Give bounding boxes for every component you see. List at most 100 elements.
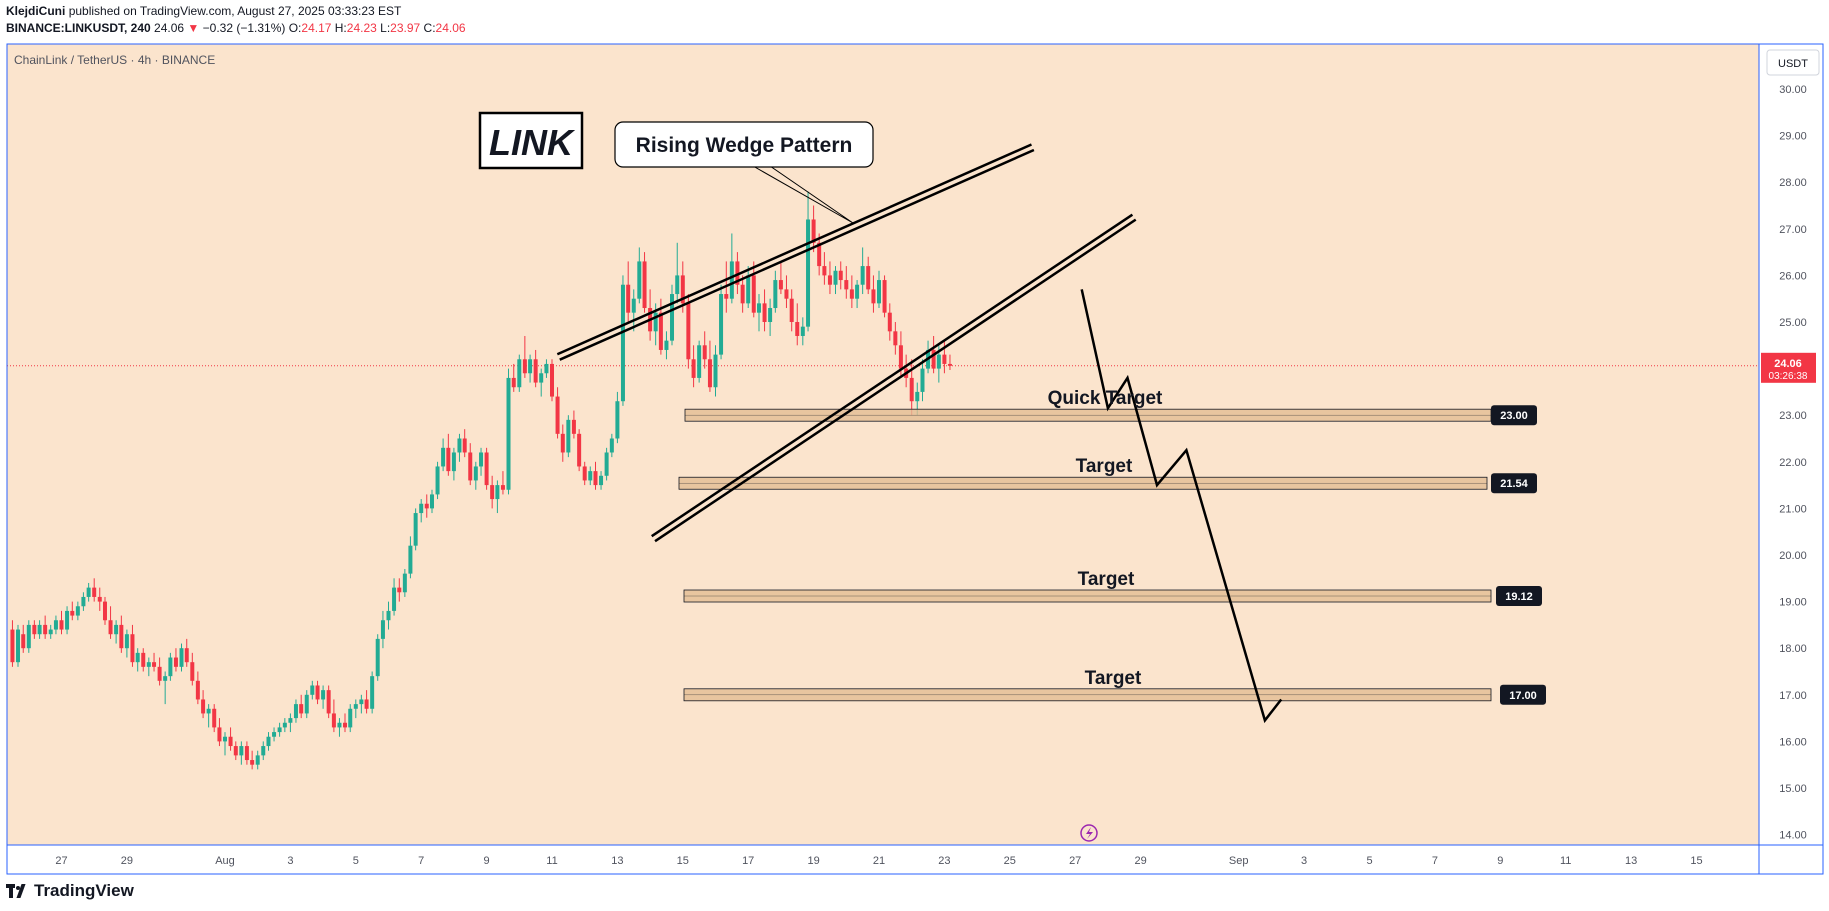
candle <box>800 317 805 346</box>
high-label: H: <box>334 21 347 35</box>
candle-body <box>599 475 604 486</box>
plot-area[interactable] <box>7 44 1759 845</box>
candle-body <box>37 624 42 635</box>
candle <box>599 471 604 490</box>
candle <box>97 587 102 611</box>
y-tick-label: 16.00 <box>1779 736 1807 748</box>
candle <box>337 718 342 737</box>
close-label: C: <box>423 21 436 35</box>
candle-body <box>544 363 549 374</box>
candle-body <box>288 718 293 723</box>
candle-body <box>386 610 391 621</box>
candle-body <box>299 704 304 714</box>
candle <box>768 298 773 336</box>
x-tick-label: 19 <box>807 855 819 867</box>
candle-body <box>566 419 571 453</box>
candle-body <box>838 270 843 281</box>
candle-body <box>528 359 533 374</box>
candle <box>397 578 402 602</box>
candle <box>424 494 429 518</box>
symbol-label: BINANCE:LINKUSDT, 240 <box>6 21 151 35</box>
candle <box>244 741 249 765</box>
candle-body <box>392 587 397 611</box>
x-tick-label: 27 <box>55 855 67 867</box>
candle-body <box>457 438 462 453</box>
candle <box>462 429 467 458</box>
price-axis[interactable] <box>1759 44 1823 845</box>
candle-body <box>348 708 353 728</box>
candle-body <box>53 620 58 630</box>
y-tick-label: 18.00 <box>1779 643 1807 655</box>
candle-body <box>620 284 625 402</box>
y-tick-label: 28.00 <box>1779 177 1807 189</box>
candle <box>266 732 271 751</box>
y-tick-label: 22.00 <box>1779 457 1807 469</box>
tradingview-logo[interactable]: TradingView <box>6 881 134 901</box>
candle-body <box>195 680 200 700</box>
candle-body <box>817 242 822 267</box>
candle-body <box>168 657 173 677</box>
price-change: −0.32 (−1.31%) <box>202 21 286 35</box>
candle-body <box>511 377 516 388</box>
author-name[interactable]: KlejdiCuni <box>6 4 66 18</box>
candle <box>577 429 582 472</box>
candle <box>719 284 724 360</box>
candle <box>811 205 816 253</box>
candle-body <box>446 447 451 472</box>
candle <box>844 266 849 299</box>
candle <box>310 680 315 700</box>
target-badge-value: 19.12 <box>1505 591 1533 603</box>
candle-body <box>261 746 266 756</box>
target-badge <box>1491 405 1537 426</box>
candle <box>620 275 625 406</box>
candle-body <box>468 452 473 481</box>
candle-body <box>190 662 195 681</box>
candle-body <box>735 261 740 285</box>
candle <box>479 447 484 476</box>
candle-body <box>811 219 816 243</box>
candle-body <box>179 648 184 667</box>
candle-body <box>664 340 669 350</box>
x-tick-label: 13 <box>611 855 623 867</box>
candle <box>446 433 451 476</box>
candle-body <box>135 652 140 663</box>
x-tick-label: 13 <box>1625 855 1637 867</box>
candle <box>380 610 385 649</box>
chart-title: ChainLink / TetherUS · 4h · BINANCE <box>14 53 215 67</box>
candle <box>495 480 500 514</box>
candle <box>114 620 119 644</box>
candle-body <box>59 620 64 630</box>
candle-body <box>740 284 745 304</box>
candle <box>293 699 298 723</box>
candle <box>675 242 680 304</box>
candle-body <box>353 704 358 709</box>
candle <box>484 447 489 490</box>
candle-body <box>860 266 865 285</box>
candle-body <box>882 280 887 313</box>
candle-body <box>947 363 952 366</box>
candle-body <box>615 401 620 439</box>
candle-body <box>223 736 227 742</box>
candle-body <box>375 638 380 677</box>
frame <box>6 43 1824 875</box>
candle <box>255 750 260 770</box>
candle-body <box>800 326 805 336</box>
y-tick-label: 26.00 <box>1779 270 1807 282</box>
candle-body <box>582 466 587 481</box>
candle-body <box>255 755 260 765</box>
candle-body <box>849 289 854 299</box>
x-tick-label: 5 <box>1366 855 1372 867</box>
wedge-lower-line <box>651 213 1134 538</box>
candle <box>21 624 26 653</box>
candle <box>457 433 462 462</box>
symbol-label-text: LINK <box>489 122 576 163</box>
x-tick-label: 7 <box>418 855 424 867</box>
candle-body <box>43 624 48 635</box>
candle <box>762 289 767 332</box>
candle <box>773 270 778 313</box>
candle <box>135 648 140 672</box>
candle-body <box>642 261 647 309</box>
candle <box>413 508 418 551</box>
candle-body <box>337 722 342 728</box>
